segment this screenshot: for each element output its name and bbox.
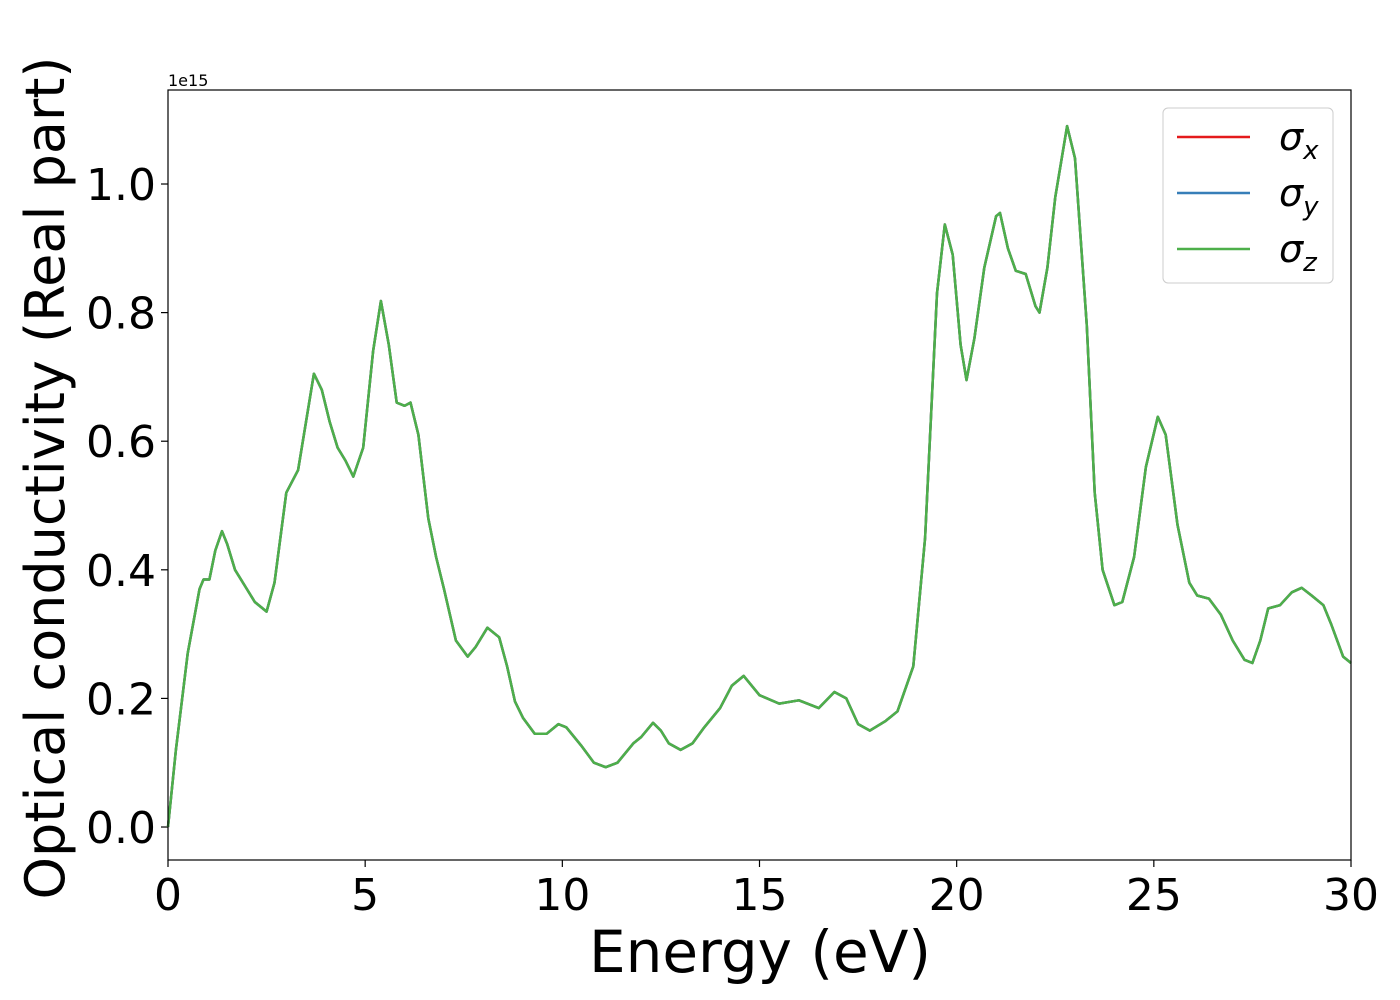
y-axis-label: Optical conductivity (Real part) <box>14 57 77 900</box>
plot-frame <box>167 89 1352 861</box>
x-tick-label: 20 <box>929 870 985 921</box>
y-tick-label: 0.0 <box>86 803 156 854</box>
x-tick-label: 5 <box>351 870 379 921</box>
legend-label: σz <box>1279 227 1318 278</box>
series-line <box>166 124 1352 828</box>
legend-box <box>1162 107 1334 284</box>
x-tick-label: 15 <box>732 870 788 921</box>
y-tick-label: 0.4 <box>86 546 156 597</box>
y-tick-label: 1.0 <box>86 160 156 211</box>
legend-label: σx <box>1279 115 1319 166</box>
y-tick-label: 0.6 <box>86 417 156 468</box>
legend-label: σy <box>1279 171 1319 222</box>
y-tick-label: 0.2 <box>86 674 156 725</box>
x-tick-label: 30 <box>1323 870 1379 921</box>
x-tick-label: 25 <box>1126 870 1182 921</box>
x-tick-label: 0 <box>154 870 182 921</box>
offset-label: 1e15 <box>168 71 208 90</box>
x-axis-label: Energy (eV) <box>589 918 931 986</box>
x-tick-label: 10 <box>534 870 590 921</box>
y-tick-label: 0.8 <box>86 289 156 340</box>
